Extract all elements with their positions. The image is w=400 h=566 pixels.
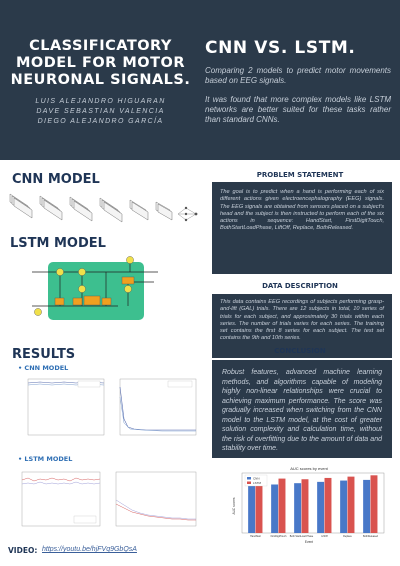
author-2: DAVE SEBASTIAN VALENCIA xyxy=(36,108,165,115)
legend-lstm-swatch xyxy=(247,481,251,484)
auc-chart-bars xyxy=(248,475,378,533)
cnn-loss-plot xyxy=(27,378,105,436)
problem-statement-box: The goal is to predict when a hand is pe… xyxy=(212,182,392,274)
tick-label-Replace: Replace xyxy=(343,535,352,538)
auc-chart-ylabel: AUC scores xyxy=(232,497,236,514)
cnn-stack-1 xyxy=(9,193,33,219)
bar-cnn-BothReleased xyxy=(363,479,371,533)
lstm-accuracy-plot xyxy=(115,471,197,527)
bar-lstm-LiftOff xyxy=(324,477,332,533)
cnn-stack-4 xyxy=(99,197,123,223)
summary-paragraph-1: Comparing 2 models to predict motor move… xyxy=(205,66,391,85)
bar-lstm-HandStart xyxy=(255,480,263,533)
bar-lstm-BothStartLoadPhase xyxy=(301,479,309,533)
lstm-cell-diagram xyxy=(30,256,160,326)
author-1: LUIS ALEJANDRO HIGUARAN xyxy=(35,98,166,105)
poster-title: CLASSIFICATORY MODEL FOR MOTOR NEURONAL … xyxy=(10,38,191,88)
lstm-loss-plot xyxy=(21,471,101,527)
legend-lstm-label: LSTM xyxy=(253,481,262,485)
conclusion-heading: CONCLUSION xyxy=(274,347,326,355)
conclusion-box: Robust features, advanced machine learni… xyxy=(212,360,392,458)
legend-cnn-label: CNN xyxy=(253,477,260,481)
tick-label-HandStart: HandStart xyxy=(250,535,261,538)
cnn-stack-6 xyxy=(155,201,173,221)
results-title: RESULTS xyxy=(12,347,76,362)
cnn-accuracy-plot xyxy=(119,378,197,436)
bar-cnn-FirstDigitTouch xyxy=(271,484,279,533)
video-link[interactable]: https://youtu.be/hjFVq9GbQsA xyxy=(42,546,137,553)
problem-statement-text: The goal is to predict when a hand is pe… xyxy=(220,189,384,232)
data-description-heading: DATA DESCRIPTION xyxy=(262,282,338,290)
bar-lstm-FirstDigitTouch xyxy=(278,478,286,533)
auc-chart-title: AUC scores by event xyxy=(290,466,328,471)
summary-paragraph-2: It was found that more complex models li… xyxy=(205,95,391,124)
bar-lstm-BothReleased xyxy=(370,475,378,533)
video-label: VIDEO: xyxy=(8,546,38,555)
conclusion-text: Robust features, advanced machine learni… xyxy=(222,369,382,452)
lstm-gate-boxes xyxy=(54,276,135,306)
auc-chart-ticks: HandStart FirstDigitTouch Both StartLoad P… xyxy=(250,535,379,538)
auc-scores-chart: AUC scores by event AUC scores Event Han… xyxy=(230,462,388,544)
lstm-training-curves xyxy=(16,466,202,534)
legend-cnn-swatch xyxy=(247,477,251,480)
cnn-model-title: CNN MODEL xyxy=(12,172,100,187)
lstm-io-nodes xyxy=(34,256,134,316)
bar-cnn-BothStartLoadPhase xyxy=(294,483,302,533)
data-description-box: This data contains EEG recordings of sub… xyxy=(212,294,392,358)
problem-statement-heading: PROBLEM STATEMENT xyxy=(256,171,344,179)
auc-chart-xlabel: Event xyxy=(305,540,313,544)
bar-cnn-Replace xyxy=(340,480,348,533)
author-3: DIEGO ALEJANDRO GARCÍA xyxy=(37,118,164,125)
cnn-architecture-diagram xyxy=(6,188,206,230)
cnn-dense-lines xyxy=(177,207,197,221)
tick-label-BothStartLoadPhase: Both StartLoad Phase xyxy=(290,535,314,538)
cnn-stack-2 xyxy=(39,195,63,221)
auc-chart-frame xyxy=(241,472,385,534)
results-cnn-subtitle: • CNN MODEL xyxy=(18,364,69,372)
auc-chart-legend: CNN LSTM xyxy=(244,474,268,487)
comparison-summary: Comparing 2 models to predict motor move… xyxy=(205,66,391,125)
cnn-output-nodes xyxy=(184,206,198,222)
cnn-training-curves xyxy=(22,375,202,443)
lstm-cell-body xyxy=(48,262,144,320)
header-banner: CLASSIFICATORY MODEL FOR MOTOR NEURONAL … xyxy=(0,0,400,160)
lstm-pointwise-ops xyxy=(56,268,132,293)
data-description-text: This data contains EEG recordings of sub… xyxy=(220,299,384,342)
lstm-model-title: LSTM MODEL xyxy=(10,236,106,251)
tick-label-BothReleased: BothReleased xyxy=(363,535,379,538)
author-list: LUIS ALEJANDRO HIGUARAN DAVE SEBASTIAN V… xyxy=(8,97,193,127)
comparison-title: CNN VS. LSTM. xyxy=(205,38,356,58)
cnn-layer-stacks xyxy=(9,193,173,223)
tick-label-LiftOff: LiftOff xyxy=(321,535,328,538)
bar-lstm-Replace xyxy=(347,476,355,533)
results-lstm-subtitle: • LSTM MODEL xyxy=(18,455,73,463)
bar-cnn-HandStart xyxy=(248,485,256,533)
cnn-stack-5 xyxy=(129,199,149,221)
bar-cnn-LiftOff xyxy=(317,481,325,533)
cnn-stack-3 xyxy=(69,196,93,222)
tick-label-FirstDigitTouch: FirstDigitTouch xyxy=(271,535,287,538)
